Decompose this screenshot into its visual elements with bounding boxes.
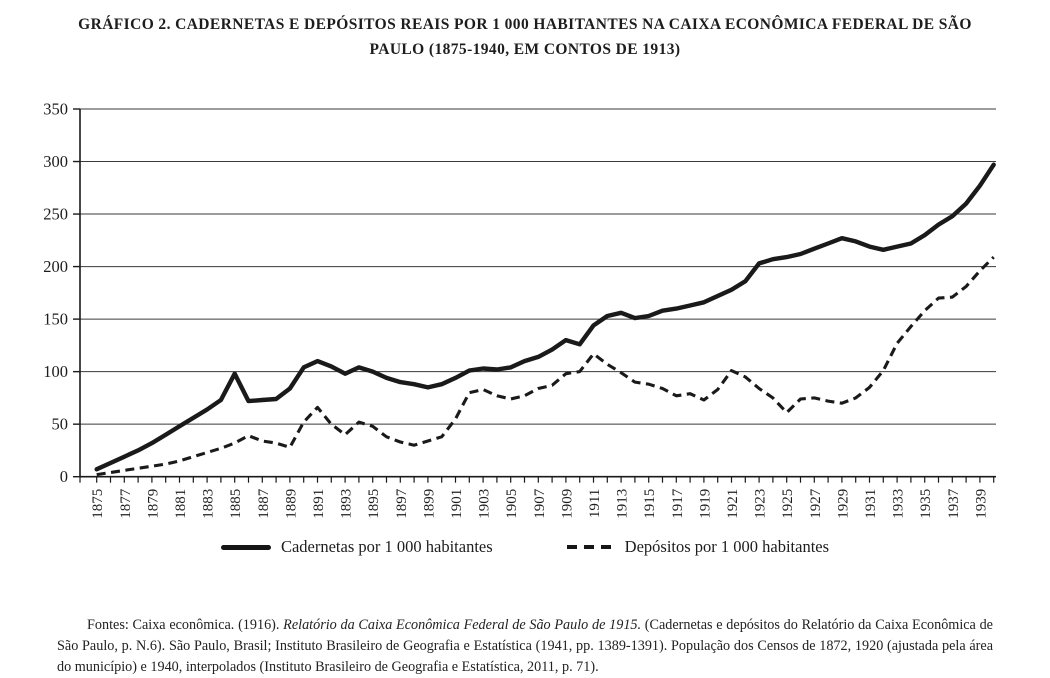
line-chart: 0 50 100 150 200 250 300 350 1875 1877 1879 1881 188… xyxy=(43,100,996,519)
x-tick-label: 1925 xyxy=(780,489,796,519)
x-tick-label: 1911 xyxy=(587,489,603,518)
x-tick-label: 1883 xyxy=(201,489,217,519)
x-tick-label: 1915 xyxy=(642,489,658,519)
x-tick-label: 1907 xyxy=(532,488,548,519)
x-tick-label: 1937 xyxy=(946,488,962,519)
x-tick-label: 1929 xyxy=(835,489,851,519)
legend: Cadernetas por 1 000 habitantes Depósito… xyxy=(0,537,1050,557)
series-line-cadernetas xyxy=(94,162,996,472)
x-tick-label: 1935 xyxy=(918,489,934,519)
y-tick-label: 50 xyxy=(52,415,69,434)
legend-item-cadernetas: Cadernetas por 1 000 habitantes xyxy=(220,537,493,557)
dashed-line-swatch xyxy=(566,545,615,549)
x-tick-label: 1903 xyxy=(477,489,493,519)
x-tick-label: 1899 xyxy=(421,489,437,519)
legend-item-depositos: Depósitos por 1 000 habitantes xyxy=(566,537,830,557)
source-note-prefix: Fontes: Caixa econômica. (1916). xyxy=(87,617,284,634)
x-tick-label: 1913 xyxy=(615,489,631,519)
x-tick-label: 1919 xyxy=(697,489,713,519)
y-tick-label: 250 xyxy=(43,205,68,224)
x-tick-label: 1921 xyxy=(725,489,741,519)
y-tick-label: 300 xyxy=(43,152,68,171)
x-tick-label: 1909 xyxy=(559,489,575,519)
x-tick-label: 1927 xyxy=(808,488,824,519)
source-note: Fontes: Caixa econômica. (1916). Relatór… xyxy=(57,615,993,678)
solid-line-swatch xyxy=(220,544,271,550)
y-tick-label: 350 xyxy=(43,100,68,119)
legend-label-depositos: Depósitos por 1 000 habitantes xyxy=(624,537,830,556)
source-note-suffix: (Cadernetas e depósitos do Relatório da … xyxy=(57,617,993,676)
x-tick-label: 1923 xyxy=(753,489,769,519)
x-tick-label: 1885 xyxy=(228,489,244,519)
series-line-depositos xyxy=(96,256,995,477)
x-tick-label: 1887 xyxy=(256,488,272,519)
x-tick-label: 1933 xyxy=(891,489,907,519)
y-tick-label: 100 xyxy=(43,362,68,381)
y-tick-label: 200 xyxy=(43,257,68,276)
y-tick-label: 0 xyxy=(60,467,68,486)
x-tick-label: 1891 xyxy=(311,489,327,519)
x-tick-label: 1879 xyxy=(145,489,161,519)
x-tick-label: 1889 xyxy=(283,489,299,519)
x-tick-label: 1875 xyxy=(90,489,106,519)
legend-label-cadernetas: Cadernetas por 1 000 habitantes xyxy=(280,537,493,556)
chart-title: GRÁFICO 2. CADERNETAS E DEPÓSITOS REAIS … xyxy=(78,16,972,58)
source-note-title: Relatório da Caixa Econômica Federal de … xyxy=(283,617,642,634)
x-tick-label: 1897 xyxy=(394,488,410,519)
y-tick-label: 150 xyxy=(43,310,68,329)
x-tick-label: 1901 xyxy=(449,489,465,519)
x-tick-label: 1905 xyxy=(504,489,520,519)
x-tick-label: 1881 xyxy=(173,489,189,519)
x-tick-label: 1917 xyxy=(670,488,686,519)
x-tick-label: 1893 xyxy=(339,489,355,519)
x-tick-label: 1939 xyxy=(973,489,989,519)
x-tick-label: 1877 xyxy=(118,488,134,519)
x-tick-label: 1931 xyxy=(863,489,879,519)
x-tick-label: 1895 xyxy=(366,489,382,519)
